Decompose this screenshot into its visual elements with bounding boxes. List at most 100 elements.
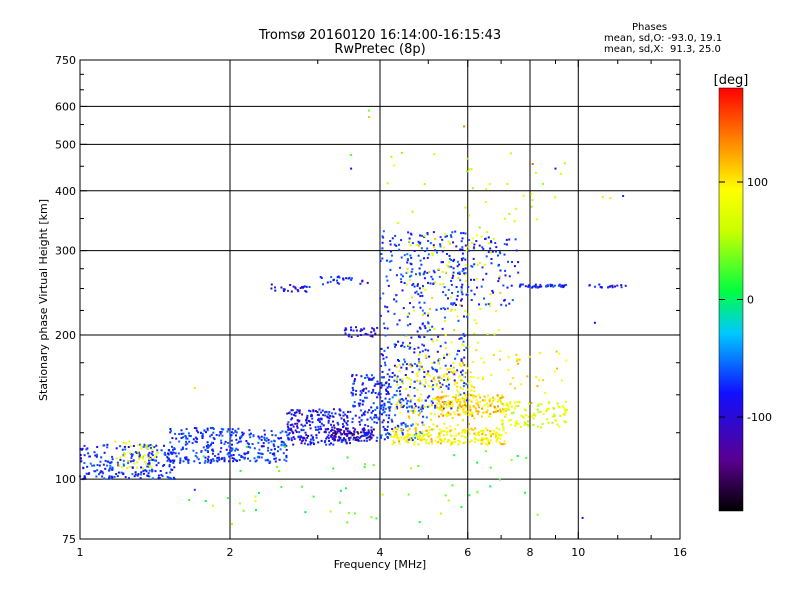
data-point [517, 423, 520, 425]
data-point [484, 303, 487, 306]
data-point [482, 441, 484, 444]
data-point [287, 421, 290, 424]
data-point [411, 284, 414, 287]
data-point [219, 432, 222, 435]
data-point [212, 427, 215, 430]
data-point [456, 389, 459, 392]
data-point [513, 387, 516, 390]
data-point [451, 484, 454, 487]
data-point [390, 250, 392, 253]
data-point [350, 278, 353, 281]
data-point [347, 410, 349, 413]
data-point [492, 399, 495, 402]
data-point [459, 401, 462, 404]
data-point [229, 436, 232, 439]
x-tick-label: 1 [77, 546, 84, 559]
data-point [463, 315, 465, 318]
data-point [440, 384, 443, 387]
data-point [390, 259, 393, 262]
data-point [445, 412, 448, 415]
data-point [409, 400, 412, 403]
data-point [82, 477, 85, 480]
data-point [285, 444, 288, 447]
data-point [381, 370, 384, 373]
data-point [402, 399, 405, 402]
data-point [433, 153, 436, 156]
data-point [340, 428, 343, 431]
data-point [444, 341, 447, 344]
data-point [320, 417, 323, 420]
data-point [410, 256, 413, 259]
data-point [299, 287, 302, 289]
data-point [288, 411, 291, 414]
data-point [342, 411, 345, 414]
data-point [408, 347, 411, 350]
data-point [403, 282, 406, 285]
data-point [134, 473, 137, 476]
data-point [206, 461, 209, 464]
data-point [419, 351, 421, 354]
data-point [540, 403, 543, 406]
data-point [353, 401, 356, 404]
data-point [292, 425, 295, 428]
data-point [139, 477, 142, 480]
data-point [345, 328, 348, 331]
data-point [338, 436, 341, 439]
data-point [361, 403, 364, 406]
data-point [499, 291, 502, 294]
data-point [94, 470, 97, 473]
data-point [248, 433, 251, 436]
data-point [283, 444, 286, 447]
data-point [530, 401, 533, 404]
data-point [482, 247, 485, 250]
data-point [404, 374, 407, 376]
data-point [400, 366, 403, 369]
data-point [391, 376, 394, 378]
data-point [426, 396, 429, 399]
data-point [457, 439, 459, 442]
data-point [427, 349, 430, 352]
data-point [471, 187, 474, 190]
data-point [418, 432, 421, 435]
data-point [498, 428, 501, 431]
data-point [315, 436, 318, 439]
data-point [435, 369, 438, 372]
data-point [438, 275, 441, 278]
data-point [146, 444, 149, 447]
data-point [306, 416, 309, 419]
data-point [382, 406, 385, 409]
data-point [410, 233, 413, 236]
data-point [137, 473, 140, 476]
data-point [463, 428, 466, 431]
data-point [410, 405, 413, 408]
data-point [470, 439, 473, 442]
data-point [581, 516, 584, 519]
data-point [343, 420, 346, 423]
data-point [422, 368, 425, 371]
data-point [306, 436, 309, 439]
data-point [215, 459, 218, 462]
data-point [460, 358, 463, 361]
data-point [454, 440, 457, 443]
data-point [230, 431, 233, 434]
data-point [342, 414, 345, 417]
data-point [388, 401, 391, 404]
data-point [360, 375, 363, 378]
data-point [419, 273, 421, 276]
data-point [503, 442, 506, 445]
data-point [620, 284, 623, 287]
data-point [488, 399, 491, 402]
data-point [324, 410, 327, 413]
data-point [400, 278, 402, 281]
data-point [180, 437, 183, 439]
data-point [495, 431, 498, 434]
data-point [427, 312, 430, 315]
data-point [475, 349, 478, 352]
data-point [388, 368, 391, 371]
data-point [406, 253, 409, 256]
data-point [382, 408, 385, 411]
data-point [298, 412, 301, 415]
data-point [228, 455, 231, 458]
data-point [554, 167, 557, 170]
data-point [395, 394, 398, 397]
